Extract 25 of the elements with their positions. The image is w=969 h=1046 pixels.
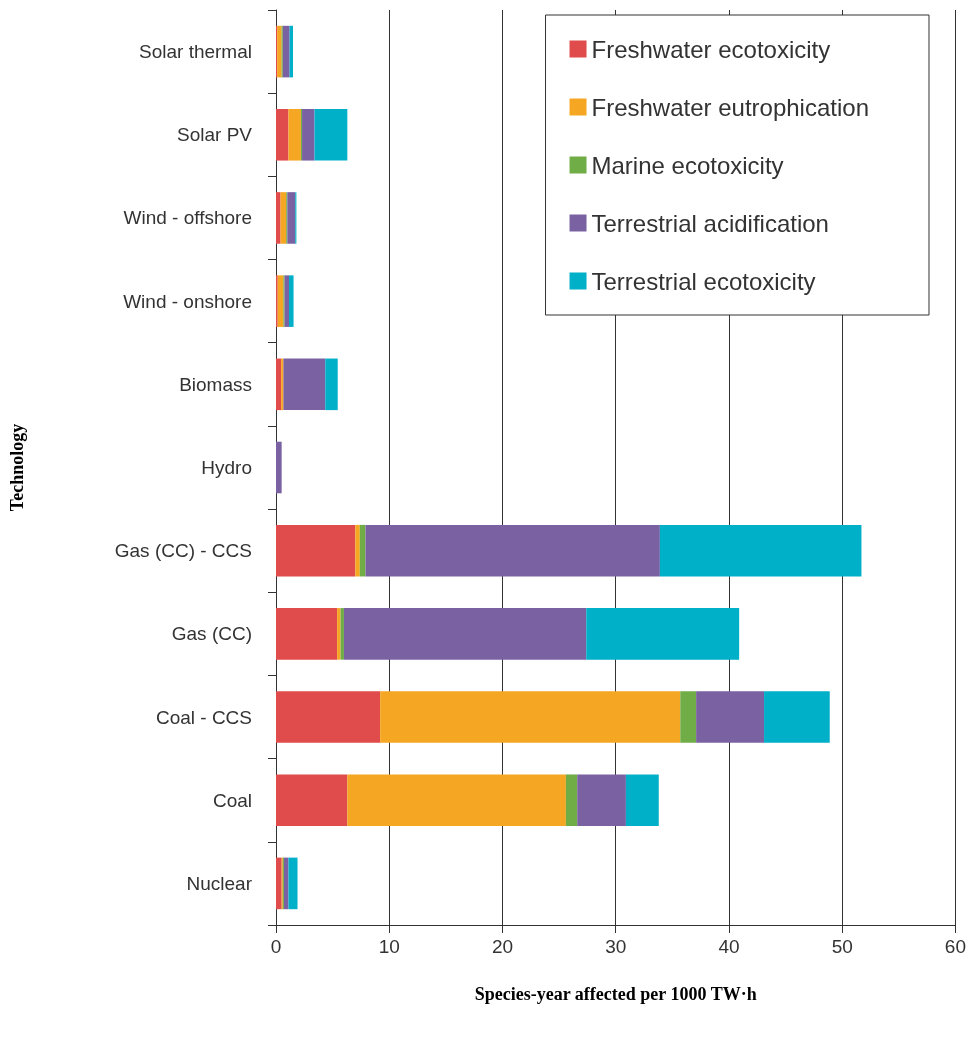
legend-label: Terrestrial acidification (591, 209, 829, 237)
y-tick-label: Gas (CC) - CCS (114, 540, 252, 562)
y-tick-label: Wind - offshore (123, 207, 252, 229)
legend-label: Freshwater ecotoxicity (591, 35, 831, 63)
y-tick-label: Gas (CC) (171, 623, 252, 645)
y-tick-label: Nuclear (186, 872, 253, 894)
y-tick-label: Coal - CCS (155, 706, 252, 728)
x-tick-label: 60 (944, 936, 966, 957)
y-tick-label: Wind - onshore (123, 290, 252, 312)
x-axis-title: Species-year affected per 1000 TW·h (474, 984, 757, 1004)
x-tick-label: 30 (605, 936, 627, 957)
x-tick-label: 50 (831, 936, 853, 957)
x-tick-label: 0 (270, 936, 282, 957)
x-tick-label: 20 (491, 936, 514, 957)
y-axis-title: Technology (7, 423, 27, 512)
x-tick-label: 10 (378, 936, 400, 957)
legend-label: Terrestrial ecotoxicity (591, 267, 816, 295)
y-tick-label: Solar PV (177, 124, 253, 146)
y-tick-label: Solar thermal (139, 41, 252, 63)
legend-label: Marine ecotoxicity (591, 151, 784, 179)
legend-label: Freshwater eutrophication (591, 93, 870, 121)
y-tick-label: Biomass (179, 373, 252, 395)
x-tick-label: 40 (718, 936, 740, 957)
y-tick-label: Coal (212, 789, 252, 811)
y-tick-label: Hydro (201, 457, 252, 478)
